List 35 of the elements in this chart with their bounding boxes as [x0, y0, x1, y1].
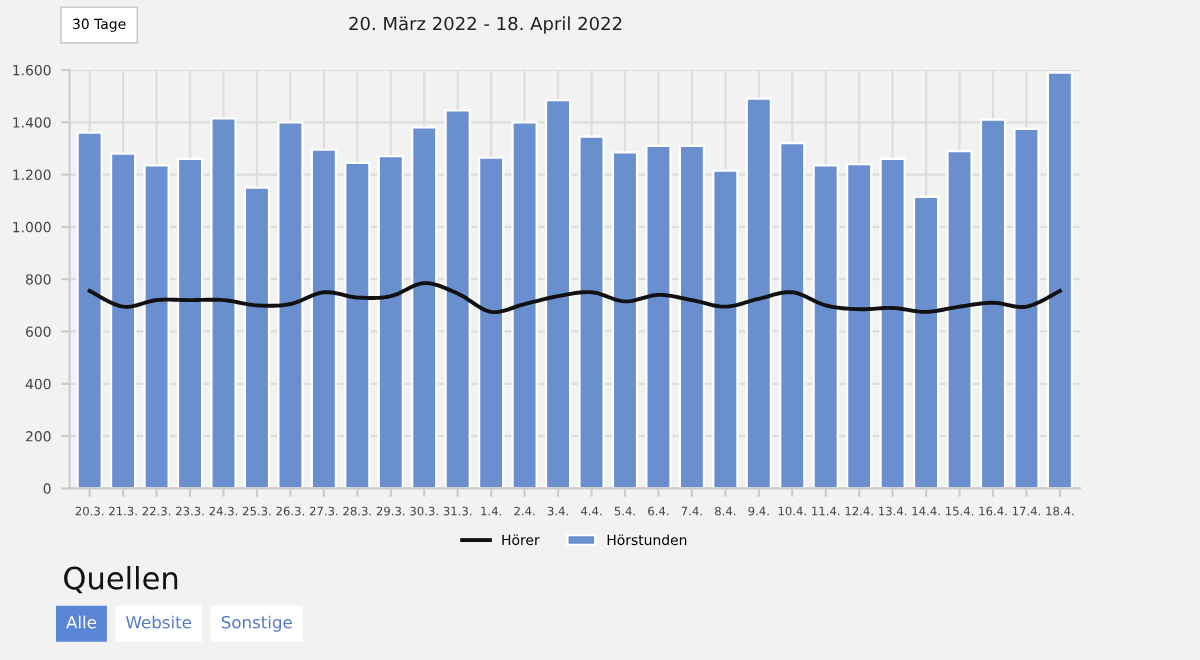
bar	[210, 117, 237, 489]
bar	[779, 142, 806, 489]
bar	[745, 97, 772, 489]
bar	[277, 121, 304, 489]
bar	[76, 131, 103, 489]
bar	[544, 98, 572, 489]
bar	[444, 109, 471, 489]
bar	[611, 151, 639, 489]
bar	[143, 164, 170, 489]
bar	[879, 157, 906, 489]
bar	[812, 164, 839, 489]
bar	[846, 163, 873, 489]
text: Alle	[66, 615, 97, 629]
bar	[511, 121, 538, 489]
bar	[712, 169, 739, 489]
bar	[377, 155, 404, 489]
bar	[109, 152, 137, 489]
bar	[478, 156, 505, 489]
bar	[1046, 71, 1074, 489]
bar	[344, 161, 371, 489]
bar	[411, 126, 438, 489]
bar	[243, 186, 271, 489]
bar	[1013, 127, 1040, 489]
bar	[678, 144, 706, 489]
bar	[645, 144, 672, 489]
bar	[979, 118, 1007, 489]
bar	[946, 149, 973, 489]
bar	[310, 148, 338, 489]
text: 20. März 2022 - 18. April 2022	[349, 16, 622, 34]
bar	[176, 157, 204, 489]
text: Quellen	[64, 566, 178, 594]
text: Sonstige	[221, 615, 292, 632]
text: Website	[126, 615, 192, 629]
bar	[912, 195, 940, 489]
bar	[578, 135, 605, 489]
